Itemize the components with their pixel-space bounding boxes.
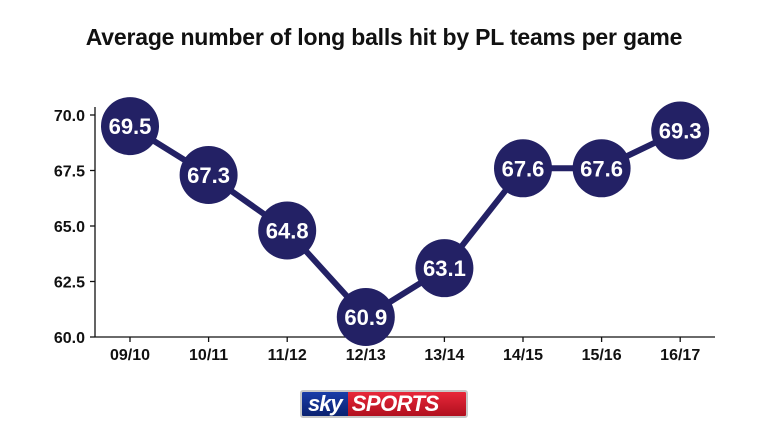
data-label: 67.6 xyxy=(580,156,623,181)
data-label: 63.1 xyxy=(423,256,466,281)
data-point-marker xyxy=(179,145,238,204)
data-point-marker xyxy=(651,101,710,160)
x-tick-label: 14/15 xyxy=(503,347,543,364)
x-tick-label: 11/12 xyxy=(268,347,307,364)
data-point-marker xyxy=(415,239,474,298)
sky-sports-logo: sky SPORTS xyxy=(300,390,468,418)
x-tick-label: 16/17 xyxy=(660,347,700,364)
y-tick-label: 62.5 xyxy=(54,275,85,292)
x-tick-label: 15/16 xyxy=(582,347,622,364)
y-tick-label: 65.0 xyxy=(54,219,85,236)
y-tick-label: 70.0 xyxy=(54,108,85,125)
logo-sports-text: SPORTS xyxy=(347,392,466,416)
data-point-marker xyxy=(572,139,631,198)
data-label: 67.6 xyxy=(502,156,545,181)
data-label: 64.8 xyxy=(266,218,309,243)
x-tick-label: 10/11 xyxy=(189,347,228,364)
y-tick-label: 60.0 xyxy=(54,330,85,347)
x-tick-label: 12/13 xyxy=(346,347,386,364)
data-point-marker xyxy=(336,288,395,347)
x-tick-label: 13/14 xyxy=(424,347,464,364)
data-label: 67.3 xyxy=(187,163,230,188)
data-point-marker xyxy=(101,97,159,156)
y-tick-label: 67.5 xyxy=(54,164,85,181)
data-point-marker xyxy=(258,201,317,260)
data-point-marker xyxy=(494,139,552,198)
data-label: 69.5 xyxy=(109,114,152,139)
chart-title: Average number of long balls hit by PL t… xyxy=(85,24,683,50)
data-label: 60.9 xyxy=(344,305,387,330)
logo-sky-text: sky xyxy=(302,392,348,416)
data-label: 69.3 xyxy=(659,119,702,144)
x-tick-label: 09/10 xyxy=(110,347,150,364)
